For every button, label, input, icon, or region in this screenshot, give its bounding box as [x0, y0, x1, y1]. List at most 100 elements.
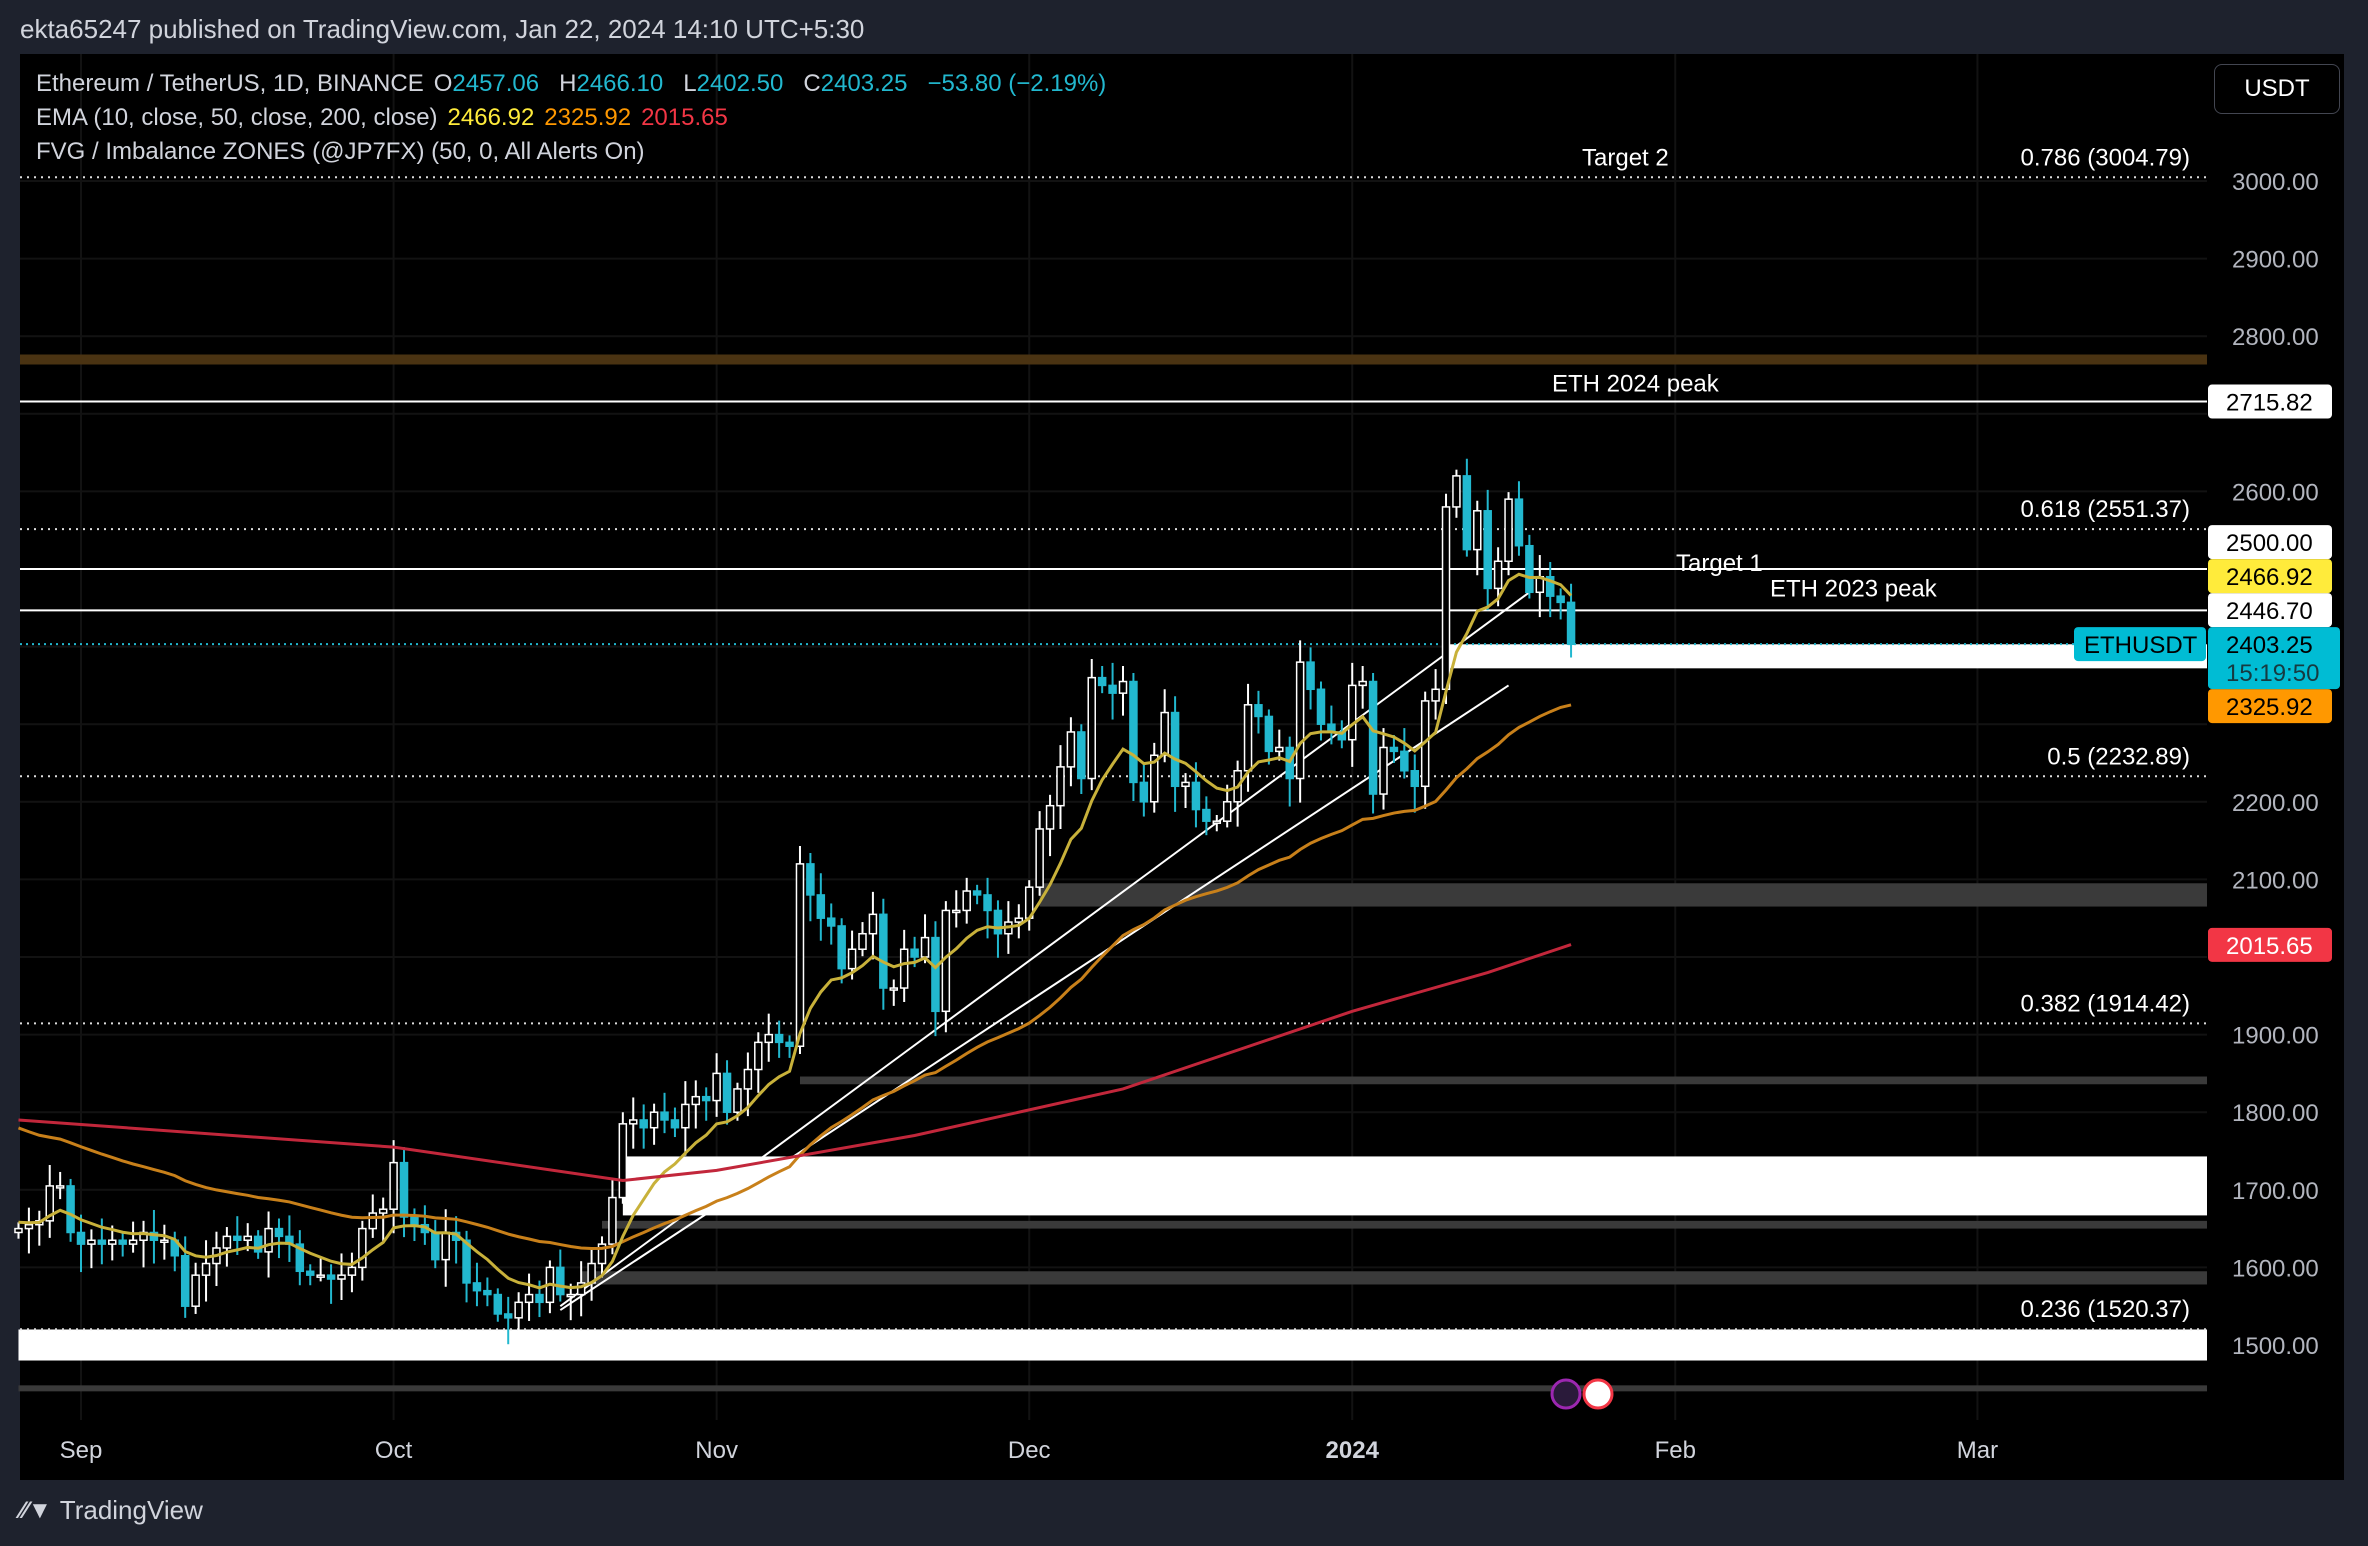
ema10-line: [18, 572, 1573, 1290]
candle-down: [701, 1095, 711, 1102]
price-axis-tick: 1800.00: [2232, 1100, 2319, 1127]
candle-down: [118, 1239, 127, 1245]
candle-down: [1254, 704, 1263, 718]
ema-legend[interactable]: EMA (10, close, 50, close, 200, close) 24…: [36, 104, 738, 132]
ema-label: EMA (10, close, 50, close, 200, close): [36, 104, 438, 131]
chart-background: [20, 54, 2344, 1480]
candle-down: [1368, 680, 1378, 795]
symbol-tag-bg: [2074, 627, 2206, 662]
price-tag-ema-bg: [2208, 689, 2332, 724]
candle-up: [754, 1041, 763, 1071]
candle-down: [472, 1282, 482, 1292]
candle-down: [1566, 601, 1576, 646]
fvg-legend[interactable]: FVG / Imbalance ZONES (@JP7FX) (50, 0, A…: [36, 138, 655, 166]
fvg-zone-gray: [602, 1220, 2207, 1229]
event-icon-us-flag: [1582, 1378, 1614, 1410]
candle-up: [795, 863, 805, 1047]
candle-down: [1525, 544, 1534, 594]
price-axis-tick: 2600.00: [2232, 479, 2319, 506]
candle-up: [1452, 475, 1461, 508]
low-value: 2402.50: [696, 70, 784, 97]
candle-down: [535, 1293, 544, 1304]
candle-down: [1483, 510, 1492, 590]
candle-down: [1129, 680, 1138, 784]
candle-down: [66, 1185, 75, 1234]
candle-down: [785, 1041, 794, 1047]
annotation-target-2: Target 2: [1582, 144, 1669, 171]
candle-down: [1202, 808, 1211, 822]
candle-up: [441, 1231, 450, 1261]
candle-down: [431, 1231, 440, 1261]
candle-up: [1243, 704, 1253, 772]
close-value: 2403.25: [820, 70, 908, 97]
candle-up: [1160, 711, 1169, 756]
price-axis-tick: 2200.00: [2232, 790, 2319, 817]
candle-up: [389, 1161, 398, 1210]
ema200-line: [18, 943, 1572, 1182]
candle-up: [514, 1301, 523, 1319]
candle-down: [305, 1270, 315, 1276]
fvg-label: FVG / Imbalance ZONES (@JP7FX) (50, 0, A…: [36, 138, 645, 165]
candle-down: [639, 1119, 648, 1129]
candle-up: [14, 1227, 23, 1234]
candle-down: [1410, 770, 1420, 788]
price-axis-tick: 1500.00: [2232, 1333, 2319, 1360]
candle-up: [576, 1282, 586, 1296]
countdown-tag: 15:19:50: [2226, 660, 2319, 687]
fib-level-label: 0.236 (1520.37): [2021, 1296, 2190, 1323]
price-tag-line: 2715.82: [2226, 390, 2313, 417]
fvg-zone-gray: [581, 1271, 2208, 1285]
candle-up: [222, 1235, 232, 1249]
annotation-eth-2023-peak: ETH 2023 peak: [1770, 575, 1938, 602]
candle-up: [899, 948, 909, 989]
candle-down: [1139, 781, 1149, 803]
candle-up: [1150, 754, 1159, 803]
candle-up: [712, 1072, 721, 1102]
price-axis-tick: 3000.00: [2232, 169, 2319, 196]
candle-down: [837, 925, 846, 970]
candle-up: [316, 1274, 325, 1278]
candle-up: [952, 909, 961, 914]
candle-down: [1462, 475, 1472, 551]
trendline-target-1: [559, 591, 1530, 1308]
candle-down: [1108, 684, 1117, 694]
currency-button[interactable]: USDT: [2214, 64, 2340, 114]
candle-down: [180, 1255, 190, 1307]
candle-down: [503, 1313, 513, 1319]
price-axis-tick: 2800.00: [2232, 324, 2319, 351]
price-tag-ema-bg: [2208, 559, 2332, 594]
candle-down: [826, 917, 836, 927]
candle-down: [399, 1161, 409, 1218]
candle-up: [243, 1235, 252, 1241]
symbol-legend[interactable]: Ethereum / TetherUS, 1D, BINANCE O2457.06…: [36, 70, 1116, 98]
candle-down: [1170, 711, 1180, 788]
candle-up: [55, 1185, 65, 1189]
ema50-value: 2325.92: [544, 104, 632, 131]
candle-up: [160, 1239, 169, 1243]
fvg-zone-white: [18, 1329, 2208, 1361]
candle-down: [556, 1266, 565, 1296]
candle-up: [378, 1208, 388, 1214]
fib-level-label: 0.5 (2232.89): [2047, 743, 2190, 770]
candle-up: [1441, 506, 1451, 691]
fvg-zone-gray: [18, 1385, 2208, 1392]
candle-down: [295, 1243, 305, 1273]
tradingview-logo[interactable]: ⁄⁄▼ TradingView: [20, 1495, 203, 1526]
candle-up: [618, 1123, 628, 1199]
event-icon-crypto: [1550, 1378, 1582, 1410]
candle-up: [524, 1293, 534, 1304]
candle-up: [1275, 746, 1284, 753]
candle-up: [128, 1239, 138, 1245]
candle-down: [274, 1227, 284, 1238]
candle-up: [1181, 781, 1190, 788]
price-tag-ema: 2466.92: [2226, 564, 2313, 591]
candle-up: [681, 1103, 690, 1129]
candle-down: [1097, 676, 1107, 687]
price-axis-tick: 2900.00: [2232, 247, 2319, 274]
candle-down: [253, 1235, 263, 1253]
candle-down: [972, 890, 982, 896]
candle-up: [1493, 560, 1503, 590]
candle-up: [347, 1266, 357, 1276]
